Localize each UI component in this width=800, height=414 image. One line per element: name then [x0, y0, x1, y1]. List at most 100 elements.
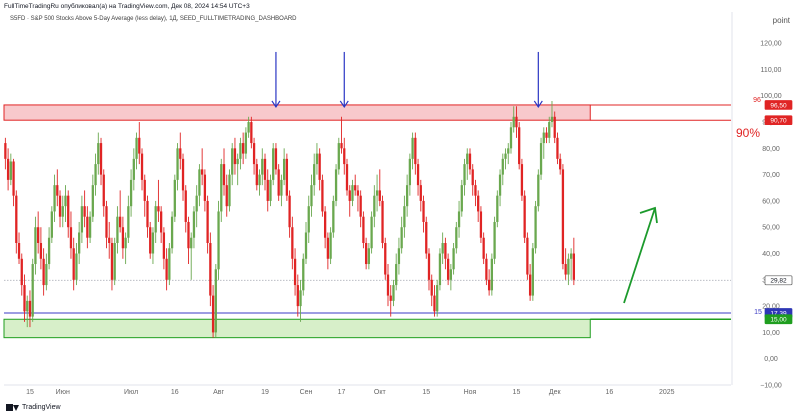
candle-body	[17, 243, 21, 259]
annotations: 96 15 90%	[271, 51, 762, 316]
candle	[446, 253, 450, 286]
candle-body	[422, 200, 425, 222]
candle	[299, 279, 302, 322]
candle	[53, 174, 56, 222]
candle	[375, 174, 379, 212]
candle-body	[523, 195, 526, 238]
candle-body	[375, 190, 379, 196]
candle	[542, 127, 545, 159]
candle	[455, 221, 458, 254]
candle	[58, 190, 62, 228]
candle	[45, 253, 48, 291]
candle-body	[490, 258, 494, 291]
candle-body	[381, 200, 384, 243]
candle-body	[119, 216, 122, 228]
candle	[405, 174, 409, 217]
candle	[47, 227, 51, 270]
candle-body	[20, 258, 23, 286]
candle	[528, 264, 532, 301]
candle	[501, 153, 504, 186]
candle-body	[553, 116, 556, 138]
candle-body	[485, 258, 488, 280]
candle-body	[176, 148, 179, 180]
candle-body	[201, 169, 204, 175]
candle	[553, 111, 556, 144]
candle-body	[50, 211, 53, 238]
candle-body	[162, 232, 166, 259]
candle	[337, 137, 340, 175]
candle-body	[127, 206, 130, 238]
candle-body	[157, 206, 160, 212]
candle-body	[288, 195, 291, 228]
candle-body	[146, 200, 149, 228]
candle-body	[203, 174, 207, 201]
candle	[187, 216, 190, 265]
candle	[367, 243, 371, 270]
candle-body	[542, 132, 545, 144]
candle	[416, 158, 420, 196]
price-tag-text: 96,50	[770, 102, 787, 109]
candle	[460, 179, 463, 217]
candle-body	[269, 179, 272, 201]
candle	[233, 137, 237, 175]
candle-body	[75, 253, 78, 280]
pct-label: 90%	[736, 126, 760, 140]
candle-body	[252, 143, 256, 165]
candle	[477, 190, 480, 222]
candle	[364, 237, 368, 270]
candle	[263, 153, 267, 191]
candle-body	[302, 258, 305, 291]
candle-body	[124, 237, 127, 249]
candle	[449, 264, 453, 291]
candle-body	[496, 195, 499, 222]
candle	[151, 227, 155, 265]
candle-body	[140, 153, 144, 180]
level-96-label: 96	[753, 97, 761, 104]
candle-body	[561, 169, 565, 265]
candle-body	[364, 243, 368, 265]
candle-body	[192, 211, 196, 238]
candle-body	[444, 243, 447, 259]
candle	[176, 143, 179, 191]
candle-body	[72, 248, 75, 280]
candle	[362, 211, 365, 249]
candle	[222, 148, 226, 196]
candle-body	[296, 285, 299, 307]
candle	[288, 190, 291, 238]
candle-body	[110, 243, 114, 280]
candle	[509, 122, 513, 154]
candle-body	[244, 132, 248, 154]
candle-body	[241, 143, 245, 154]
candle	[105, 200, 108, 249]
candle-body	[209, 243, 212, 296]
candle	[119, 190, 122, 233]
candle-body	[389, 295, 392, 301]
candle-body	[6, 158, 10, 180]
candle-body	[438, 253, 442, 286]
candle	[329, 227, 332, 265]
candle-body	[326, 237, 330, 259]
x-tick-label: Окт	[374, 389, 387, 396]
candle	[389, 285, 392, 317]
candle	[403, 195, 406, 238]
candle-body	[214, 269, 217, 333]
price-tag-text: 90,70	[770, 118, 787, 125]
candle-body	[99, 143, 103, 175]
candle	[258, 169, 261, 196]
candle	[493, 216, 496, 265]
candle	[198, 164, 201, 207]
candle	[569, 248, 573, 280]
candle	[564, 248, 567, 280]
y-tick-label: 10,00	[762, 330, 780, 337]
candle-body	[550, 116, 554, 123]
candle-body	[479, 211, 483, 238]
candle	[165, 248, 168, 291]
candle-body	[518, 127, 521, 165]
candle-body	[239, 143, 242, 159]
candle-body	[304, 232, 308, 259]
candle	[252, 137, 256, 175]
candle-body	[179, 148, 182, 159]
candle-body	[367, 248, 371, 265]
candle-body	[135, 137, 138, 159]
